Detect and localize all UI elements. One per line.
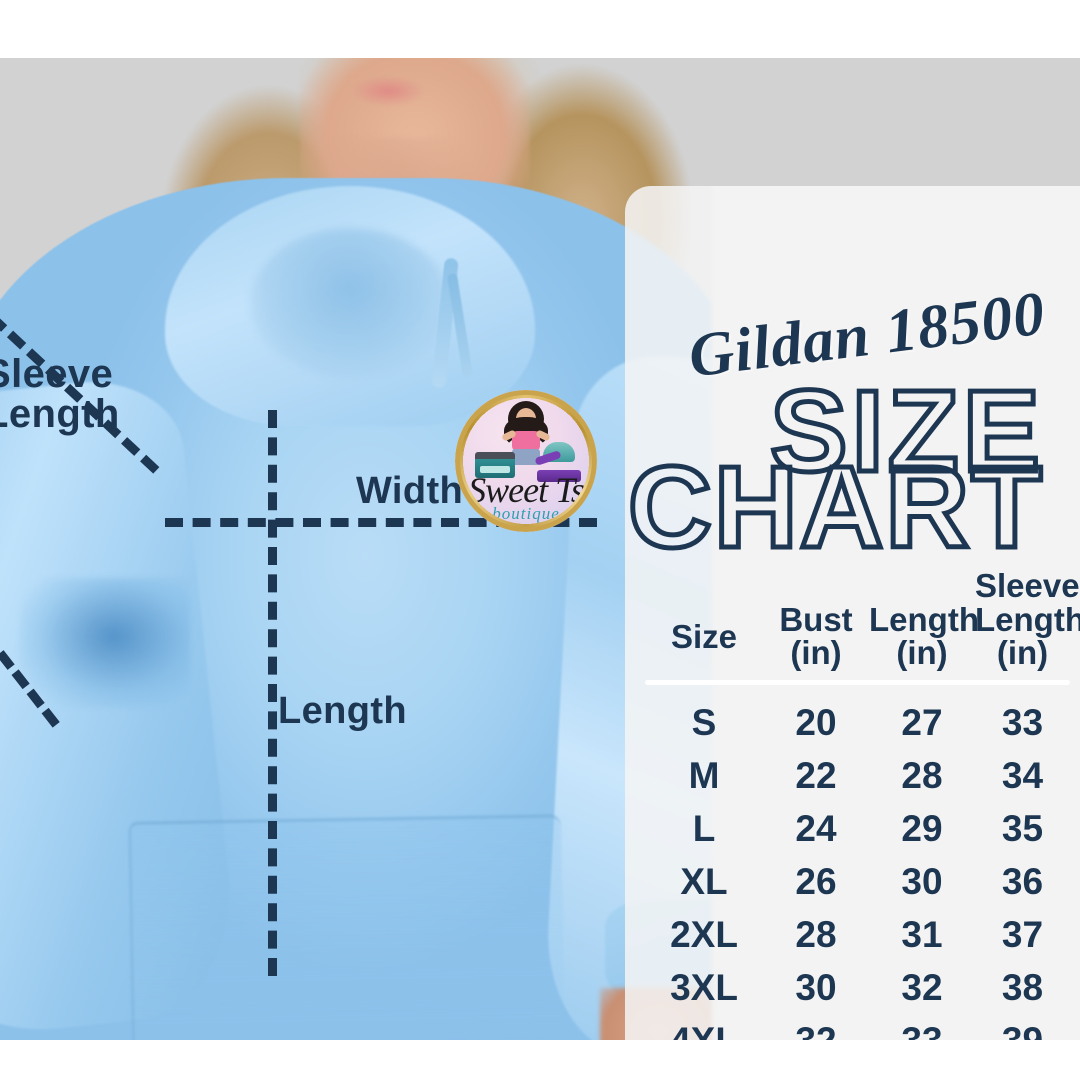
sleeve-length-cell: 34 — [1001, 755, 1044, 796]
col-header-bust-unit: (in) — [790, 634, 842, 672]
hoodie-armpit-shadow — [20, 578, 190, 708]
col-header-sleeve-word: Sleeve — [975, 567, 1080, 605]
col-header-sleeve-length: Sleeve Length (in) — [975, 567, 1080, 676]
table-header-divider — [645, 680, 1070, 685]
col-header-size: Size — [670, 618, 738, 656]
sleeve-length-cell: 33 — [1001, 702, 1044, 743]
col-header-length-name: Length — [869, 600, 979, 638]
length-cell: 33 — [869, 1022, 975, 1040]
size-cell: 2XL — [670, 914, 738, 955]
model-lips — [352, 76, 424, 106]
size-cell: L — [692, 808, 716, 849]
length-cell: 32 — [901, 967, 943, 1008]
col-header-sleeve-unit: (in) — [996, 634, 1049, 672]
logo-gold-ring — [455, 390, 597, 532]
table-row: 3XL 30 32 38 — [645, 961, 1070, 1014]
bust-cell: 26 — [795, 861, 837, 902]
sleeve-length-cell: 37 — [1001, 914, 1044, 955]
bust-cell: 30 — [795, 967, 837, 1008]
width-label: Width — [356, 470, 464, 512]
info-panel-overlay — [625, 186, 1080, 1040]
table-row: M 22 28 34 — [645, 749, 1070, 802]
bust-cell: 24 — [795, 808, 837, 849]
length-guide-line — [268, 410, 277, 976]
hoodie-kangaroo-pocket — [128, 814, 565, 1040]
table-row: 4XL323339 — [645, 1014, 1070, 1040]
width-guide-line — [165, 518, 597, 527]
col-header-bust-name: Bust — [779, 600, 853, 638]
size-cell: M — [688, 755, 720, 796]
size-chart-table: Size Bust (in) Length (in) Sleeve Length… — [645, 558, 1080, 1040]
sleeve-length-cell: 39 — [975, 1022, 1070, 1040]
sleeve-length-label: Sleeve Length — [0, 352, 120, 436]
size-cell: S — [691, 702, 717, 743]
table-header-row: Size Bust (in) Length (in) Sleeve Length… — [645, 558, 1080, 676]
length-cell: 30 — [901, 861, 943, 902]
size-heading: SIZE — [768, 366, 1044, 496]
col-header-bust: Bust (in) — [763, 603, 869, 676]
length-cell: 29 — [901, 808, 943, 849]
length-cell: 27 — [901, 702, 943, 743]
bust-cell: 32 — [763, 1022, 869, 1040]
hoodie-hood-shadow — [250, 228, 450, 378]
bust-cell: 20 — [795, 702, 837, 743]
sleeve-length-cell: 35 — [1001, 808, 1044, 849]
bust-cell: 22 — [795, 755, 837, 796]
length-cell: 31 — [901, 914, 943, 955]
size-cell: 4XL — [645, 1022, 763, 1040]
size-cell: 3XL — [670, 967, 738, 1008]
table-row: S 20 27 33 — [645, 696, 1070, 749]
table-row: L 24 29 35 — [645, 802, 1070, 855]
table-row: 2XL 28 31 37 — [645, 908, 1070, 961]
sleeve-length-cell: 36 — [1001, 861, 1044, 902]
chart-heading: CHART — [626, 442, 1045, 572]
table-body: S 20 27 33 M 22 28 34 L 24 29 35 XL 26 30 36 2XL 28 31 37 3X… — [645, 696, 1070, 1040]
bottom-white-border — [0, 1040, 1080, 1080]
size-cell: XL — [680, 861, 728, 902]
table-row: XL 26 30 36 — [645, 855, 1070, 908]
top-white-border — [0, 0, 1080, 58]
col-header-length: Length (in) — [869, 600, 979, 676]
product-photo: Sleeve Length Width Length Sweet Ts bout… — [0, 58, 1080, 1040]
bust-cell: 28 — [795, 914, 837, 955]
col-header-sleeve-length-word: Length — [975, 600, 1080, 638]
length-cell: 28 — [901, 755, 943, 796]
sleeve-length-cell: 38 — [1001, 967, 1044, 1008]
length-label: Length — [278, 690, 408, 732]
col-header-length-unit: (in) — [896, 634, 948, 672]
